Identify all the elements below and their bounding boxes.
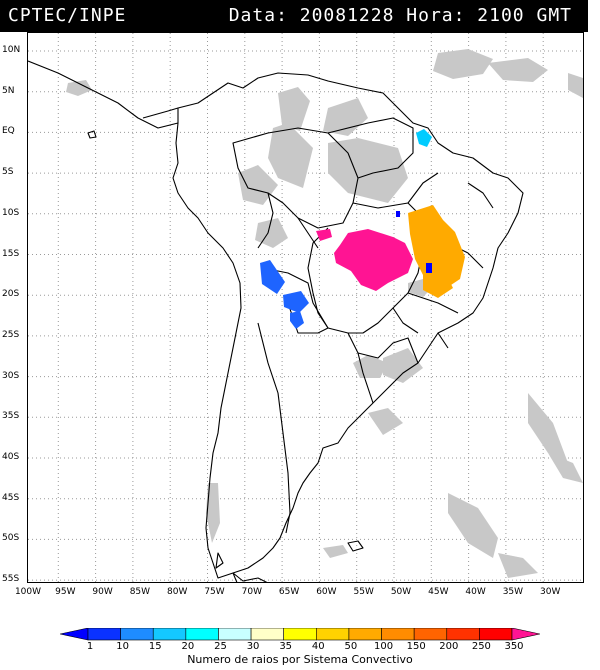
legend-swatch [348,628,382,641]
color-legend: 1 10 15 20 25 30 35 40 50 100 150 200 250 350 Numero … [60,628,540,668]
system-blue-5 [396,211,400,217]
legend-tick-label: 150 [406,641,426,652]
lon-label: 40W [465,587,486,597]
lat-label: 35S [2,411,20,422]
legend-tick-label: 25 [214,641,227,652]
lightning-map [28,33,583,582]
lon-label: 90W [92,587,113,597]
legend-swatch [250,628,284,641]
legend-swatch [381,628,415,641]
legend-tick-label: 15 [148,641,162,652]
legend-tick-label: 35 [279,641,293,652]
lat-label: 20S [2,289,20,300]
map-panel[interactable] [27,32,584,583]
lon-label: 35W [502,587,524,597]
lat-label: 10N [2,45,21,55]
system-blue-4 [426,263,432,273]
legend-swatch [446,628,480,641]
lon-label: 95W [55,587,76,597]
lat-label: 5S [2,167,14,178]
legend-arrow-left [60,628,89,641]
lat-label: 55S [2,574,20,585]
legend-tick-label: 40 [311,641,325,652]
lon-label: 85W [129,587,151,597]
lat-label: 15S [2,248,20,259]
system-blue-1 [260,260,285,294]
lat-label: 25S [2,329,20,340]
legend-swatch [120,628,154,641]
header-bar: CPTEC/INPE Data: 20081228 Hora: 2100 GMT [0,0,588,32]
system-blue-3 [290,311,304,329]
lon-label: 75W [204,587,225,597]
legend-swatch [87,628,121,641]
system-magenta-small [316,229,332,241]
legend-swatch [152,628,187,641]
legend-tick-label: 20 [181,641,195,652]
agency-title: CPTEC/INPE [8,5,127,26]
legend-swatch [316,628,350,641]
lightning-systems [260,129,465,329]
lon-label: 45W [428,587,449,597]
system-orange [408,205,465,289]
system-orange-2 [423,268,453,298]
lat-label: 45S [2,492,20,503]
lon-label: 100W [14,587,42,597]
cloud-cover [66,49,583,578]
date-time-label: Data: 20081228 Hora: 2100 GMT [228,5,572,26]
legend-tick-label: 1 [86,641,94,652]
lat-label: 50S [2,533,20,544]
legend-tick-label: 10 [116,641,129,652]
lat-label: 40S [2,452,20,462]
legend-tick-label: 350 [504,641,524,652]
system-magenta [334,229,413,291]
continent-outlines [28,60,524,582]
legend-colorbar [60,628,540,641]
system-blue-2 [283,291,309,313]
legend-tick-label: 100 [373,641,394,652]
lat-label: EQ [2,126,15,137]
lat-label: 10S [2,207,20,218]
legend-tick-label: 250 [471,641,491,652]
lon-label: 60W [316,587,337,597]
lon-label: 30W [540,587,561,597]
lat-lon-grid [28,33,583,582]
lat-label: 30S [2,370,20,381]
lon-label: 80W [167,587,188,597]
legend-title: Numero de raios por Sistema Convectivo [187,653,413,666]
legend-swatch [218,628,252,641]
legend-tick-label: 30 [246,641,260,652]
lat-label: 5N [2,85,15,96]
legend-swatch [283,628,317,641]
legend-swatch [479,628,513,641]
lon-label: 55W [353,587,374,597]
legend-arrow-right [511,628,540,641]
legend-swatch [413,628,448,641]
lon-label: 65W [278,587,300,597]
lon-label: 70W [241,587,262,597]
legend-tick-label: 200 [439,641,459,652]
system-cyan [416,129,432,147]
legend-tick-label: 50 [344,641,358,652]
lon-label: 50W [390,587,412,597]
legend-swatch [185,628,219,641]
